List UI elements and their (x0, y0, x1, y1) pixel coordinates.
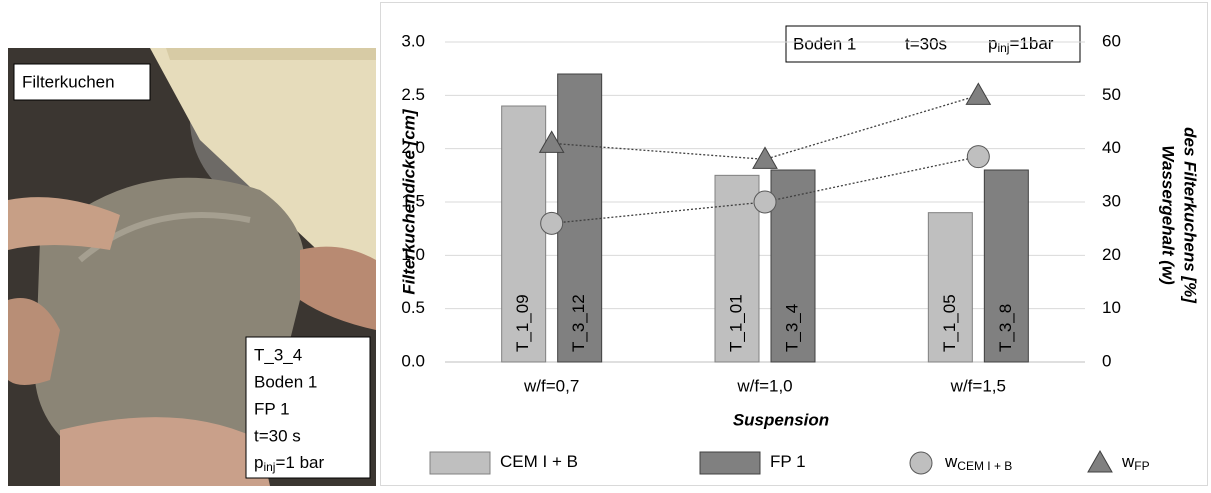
legend-name: CEM I + B (500, 452, 578, 471)
legend-swatch (910, 452, 932, 474)
marker (966, 83, 990, 104)
y-tick-label: 2.5 (401, 85, 425, 104)
photo-info: FP 1 (254, 399, 290, 418)
x-tick-label: w/f=1,5 (950, 376, 1006, 395)
marker (753, 147, 777, 168)
marker (541, 212, 563, 234)
y2-axis-title: des Filterkuchens [%] (1181, 127, 1200, 304)
y2-tick-label: 0 (1102, 351, 1111, 370)
bar-label: T_3_4 (782, 304, 801, 352)
marker (754, 191, 776, 213)
y2-tick-label: 50 (1102, 85, 1121, 104)
x-axis-title: Suspension (733, 410, 829, 429)
legend-label: wFP (1121, 452, 1150, 473)
annotation: Boden 1 (793, 34, 856, 53)
marker (967, 146, 989, 168)
legend-name: FP 1 (770, 452, 806, 471)
bar-label: T_3_8 (996, 304, 1015, 352)
y2-tick-label: 40 (1102, 138, 1121, 157)
bar-label: T_1_05 (940, 294, 959, 352)
annotation: t=30s (905, 34, 947, 53)
y2-tick-label: 10 (1102, 298, 1121, 317)
y-tick-label: 2.0 (401, 138, 425, 157)
bar-label: T_3_12 (569, 294, 588, 352)
legend-label: CEM I + B (500, 452, 578, 471)
photo-info: Boden 1 (254, 372, 317, 391)
text: p (988, 34, 997, 53)
legend-name: w (944, 452, 958, 471)
legend-swatch (700, 452, 760, 474)
legend-subscript: FP (1134, 459, 1149, 473)
text: p (254, 453, 263, 472)
y-tick-label: 3.0 (401, 31, 425, 50)
y2-tick-label: 60 (1102, 31, 1121, 50)
x-tick-label: w/f=1,0 (736, 376, 792, 395)
legend-label: FP 1 (770, 452, 806, 471)
legend-label: wCEM I + B (944, 452, 1012, 473)
subscript: inj (997, 41, 1009, 55)
bar-label: T_1_09 (513, 294, 532, 352)
y2-tick-label: 20 (1102, 245, 1121, 264)
x-tick-label: w/f=0,7 (523, 376, 579, 395)
y2-axis-title: Wassergehalt (w) (1159, 145, 1178, 285)
bar-label: T_1_01 (726, 294, 745, 352)
y-tick-label: 1.0 (401, 245, 425, 264)
subscript: inj (263, 460, 275, 474)
photo-label: Filterkuchen (22, 72, 115, 91)
legend-swatch (430, 452, 490, 474)
photo-info: T_3_4 (254, 345, 302, 364)
text: =1 bar (275, 453, 324, 472)
legend-swatch (1088, 451, 1112, 472)
text: =1bar (1009, 34, 1053, 53)
legend-subscript: CEM I + B (957, 459, 1012, 473)
y-tick-label: 0.5 (401, 298, 425, 317)
y-tick-label: 0.0 (401, 351, 425, 370)
y-tick-label: 1.5 (401, 191, 425, 210)
legend-name: w (1121, 452, 1135, 471)
photo-info: t=30 s (254, 426, 301, 445)
y2-tick-label: 30 (1102, 191, 1121, 210)
figure: Filterkuchen pinj=1 bar Boden 1 t=30s pi… (0, 0, 1211, 488)
